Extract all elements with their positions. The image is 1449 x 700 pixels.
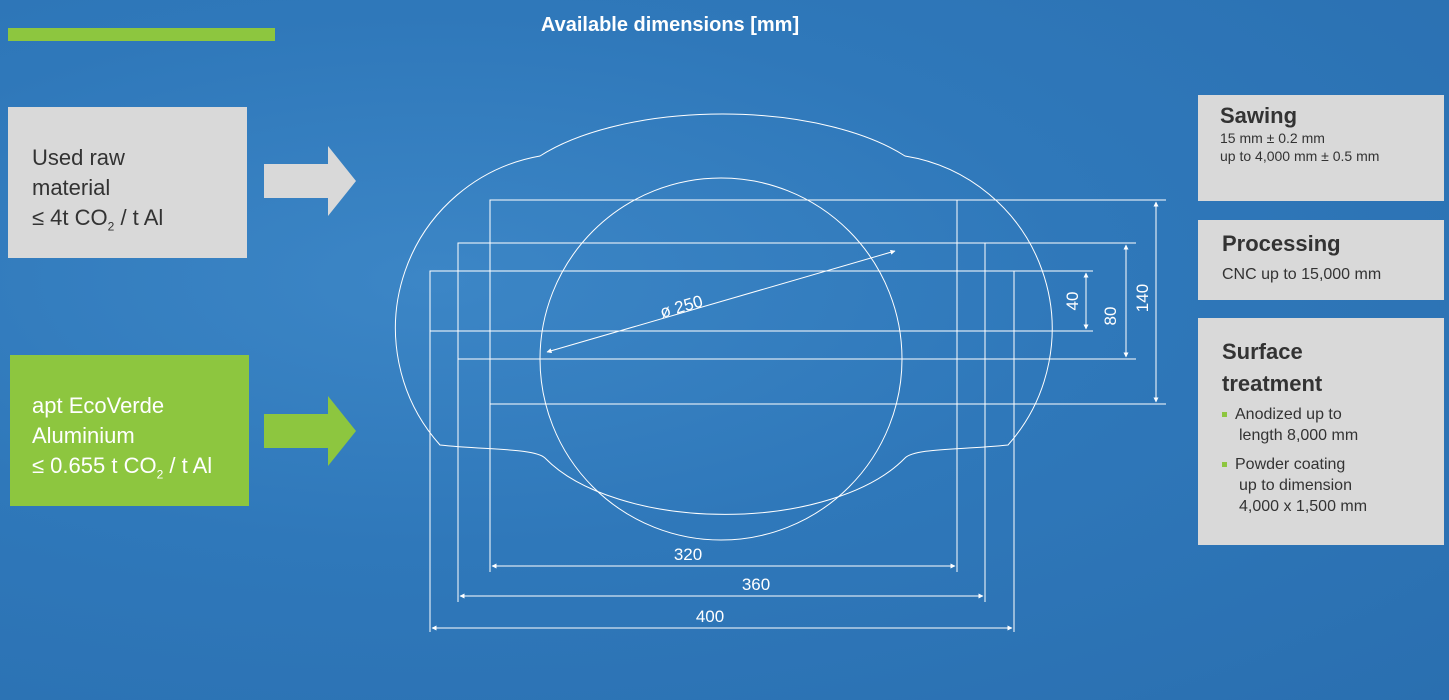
- sawing-panel: Sawing 15 mm ± 0.2 mm up to 4,000 mm ± 0…: [1198, 95, 1444, 201]
- ecoverde-emission: ≤ 0.655 t CO2 / t Al: [32, 453, 213, 482]
- rect-360: [457, 242, 986, 360]
- dim-label-360: 360: [742, 575, 770, 594]
- processing-line-1: CNC up to 15,000 mm: [1222, 266, 1382, 283]
- dim-label-320: 320: [674, 545, 702, 564]
- raw-material-box: Used raw material ≤ 4t CO2 / t Al: [8, 107, 247, 258]
- arrow-right-icon: [264, 396, 356, 466]
- surface-panel: Surface treatment Anodized up to length 8…: [1198, 318, 1444, 545]
- processing-heading: Processing: [1222, 231, 1341, 256]
- diameter-line: [546, 249, 896, 354]
- dim-label-400: 400: [696, 607, 724, 626]
- sawing-heading: Sawing: [1220, 103, 1298, 128]
- dim-label-140: 140: [1133, 284, 1152, 312]
- outer-contour: [394, 113, 1053, 515]
- dim-label-diameter: ø 250: [658, 292, 705, 322]
- arrow-right-icon: [264, 146, 356, 216]
- ecoverde-line-1: apt EcoVerde: [32, 393, 165, 418]
- raw-material-line-2: material: [32, 175, 111, 200]
- list-item: Anodized up to length 8,000 mm: [1222, 404, 1444, 446]
- page-title: Available dimensions [mm]: [540, 14, 800, 36]
- surface-list: Anodized up to length 8,000 mm Powder co…: [1222, 404, 1444, 517]
- accent-bar: [8, 28, 275, 41]
- dim-label-80: 80: [1101, 307, 1120, 326]
- processing-panel: Processing CNC up to 15,000 mm: [1198, 220, 1444, 300]
- surface-heading: Surface treatment: [1222, 339, 1323, 396]
- sawing-line-1: 15 mm ± 0.2 mm: [1220, 130, 1325, 146]
- list-item: Powder coating up to dimension 4,000 x 1…: [1222, 454, 1444, 517]
- sawing-line-2: up to 4,000 mm ± 0.5 mm: [1220, 148, 1380, 164]
- dim-label-40: 40: [1063, 292, 1082, 311]
- rect-320: [489, 199, 958, 405]
- ecoverde-box: apt EcoVerde Aluminium ≤ 0.655 t CO2 / t…: [10, 355, 249, 506]
- raw-material-line-1: Used raw: [32, 145, 125, 170]
- ecoverde-line-2: Aluminium: [32, 423, 135, 448]
- raw-material-emission: ≤ 4t CO2 / t Al: [32, 205, 164, 234]
